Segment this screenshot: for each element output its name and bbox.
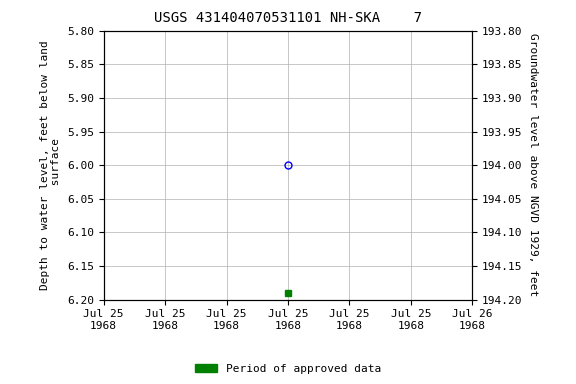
Legend: Period of approved data: Period of approved data (191, 359, 385, 379)
Y-axis label: Groundwater level above NGVD 1929, feet: Groundwater level above NGVD 1929, feet (528, 33, 538, 297)
Title: USGS 431404070531101 NH-SKA    7: USGS 431404070531101 NH-SKA 7 (154, 12, 422, 25)
Y-axis label: Depth to water level, feet below land
 surface: Depth to water level, feet below land su… (40, 40, 62, 290)
